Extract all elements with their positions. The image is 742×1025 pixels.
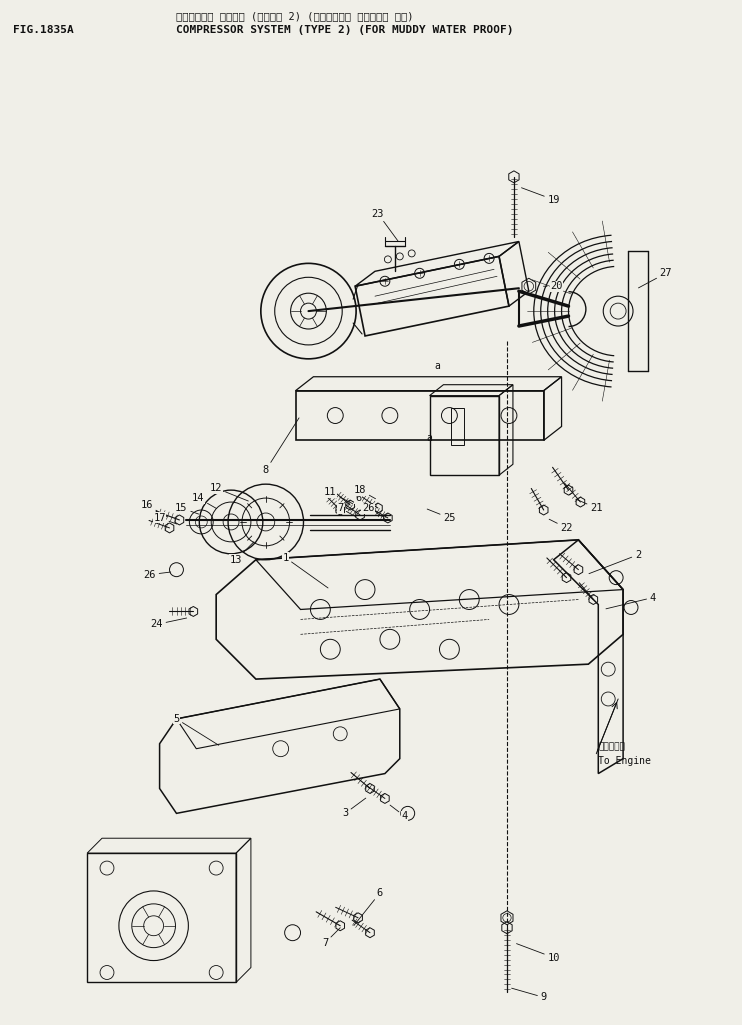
Text: 17: 17 (154, 512, 177, 524)
Text: 6: 6 (355, 493, 372, 510)
Text: 1: 1 (283, 552, 328, 588)
Text: To Engine: To Engine (598, 755, 651, 766)
Text: 6: 6 (354, 888, 383, 926)
Text: 21: 21 (576, 499, 603, 514)
Text: 7: 7 (322, 928, 341, 948)
Text: 7: 7 (337, 503, 355, 517)
Text: 15: 15 (175, 503, 199, 515)
Text: エンジンへ: エンジンへ (598, 742, 626, 751)
Text: 18: 18 (354, 485, 375, 499)
Text: 26: 26 (143, 570, 171, 580)
Text: 16: 16 (140, 500, 167, 517)
Text: 5: 5 (174, 713, 219, 745)
Text: 11: 11 (324, 487, 352, 503)
Text: 12: 12 (210, 483, 249, 501)
Text: 22: 22 (549, 520, 573, 533)
Text: COMPRESSOR SYSTEM (TYPE 2) (FOR MUDDY WATER PROOF): COMPRESSOR SYSTEM (TYPE 2) (FOR MUDDY WA… (177, 25, 514, 35)
Text: 4: 4 (606, 592, 656, 609)
Text: 20: 20 (543, 281, 563, 291)
Text: 8: 8 (263, 418, 299, 476)
Text: FIG.1835A: FIG.1835A (13, 25, 73, 35)
Text: 14: 14 (192, 493, 217, 508)
Text: a: a (435, 361, 441, 371)
Text: 4: 4 (390, 805, 408, 821)
Text: 2: 2 (589, 549, 641, 574)
Text: コンプレッサ システム (タイプ゛ 2) (ド゛ロミス゛ ボ゛ウシ゛ ヨウ): コンプレッサ システム (タイプ゛ 2) (ド゛ロミス゛ ボ゛ウシ゛ ヨウ) (177, 10, 414, 20)
Text: 19: 19 (522, 188, 560, 205)
Text: 23: 23 (372, 209, 398, 241)
Text: 10: 10 (516, 944, 560, 962)
Text: 3: 3 (342, 798, 366, 818)
Text: 27: 27 (638, 269, 672, 288)
Text: 9: 9 (512, 988, 547, 1002)
Text: a: a (427, 434, 433, 444)
Text: 26: 26 (362, 503, 383, 517)
Text: 13: 13 (230, 542, 254, 565)
Text: 25: 25 (427, 509, 456, 523)
Text: 24: 24 (151, 618, 187, 629)
